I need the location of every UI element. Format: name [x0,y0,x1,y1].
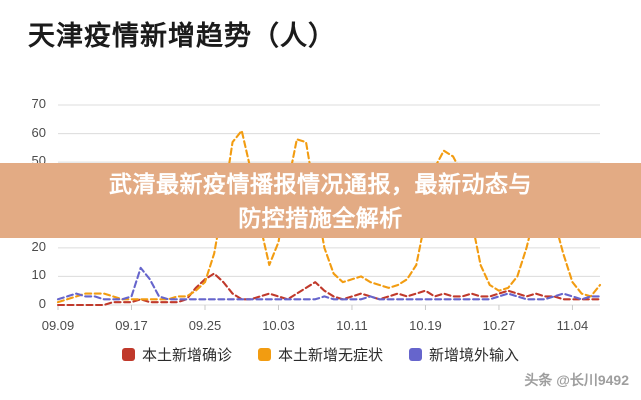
page-title: 天津疫情新增趋势（人） [28,21,336,51]
legend-item-1[interactable]: 本土新增无症状 [257,344,383,365]
legend-swatch-icon [409,348,422,361]
y-tick-label: 60 [31,124,46,140]
series-line-2 [56,266,602,301]
legend-item-label: 本土新增确诊 [141,347,232,364]
watermark-label: 头条 @长川9492 [524,372,629,388]
x-tick-label: 10.03 [262,318,295,333]
y-tick-label: 20 [31,238,46,254]
overlay-line-2: 防控措施全解析 [238,205,403,231]
x-tick-label: 10.19 [409,318,442,333]
x-tick-label: 11.04 [556,318,589,333]
series-line-0 [56,272,602,307]
chart-legend: 本土新增确诊 本土新增无症状 新增境外输入 [0,344,641,365]
x-tick-label: 10.11 [336,318,368,333]
legend-item-label: 本土新增无症状 [277,347,383,364]
legend-item-0[interactable]: 本土新增确诊 [121,344,232,365]
overlay-banner-band [0,163,641,238]
overlay-banner-text: 武清最新疫情播报情况通报，最新动态与 防控措施全解析 [0,166,641,236]
legend-swatch-icon [121,348,135,361]
y-tick-label: 70 [31,96,46,111]
x-tick-label: 09.17 [115,318,148,333]
y-tick-label: 10 [31,267,46,283]
overlay-line-1: 武清最新疫情播报情况通报，最新动态与 [109,171,532,197]
x-tick-label: 10.27 [482,318,516,333]
series-line-1 [56,129,602,304]
legend-item-2[interactable]: 新增境外输入 [409,344,519,365]
legend-item-label: 新增境外输入 [429,347,520,364]
y-tick-label: 0 [38,296,46,311]
x-tick-label: 09.25 [188,318,222,333]
legend-swatch-icon [257,348,271,361]
x-tick-label: 09.09 [41,318,75,333]
